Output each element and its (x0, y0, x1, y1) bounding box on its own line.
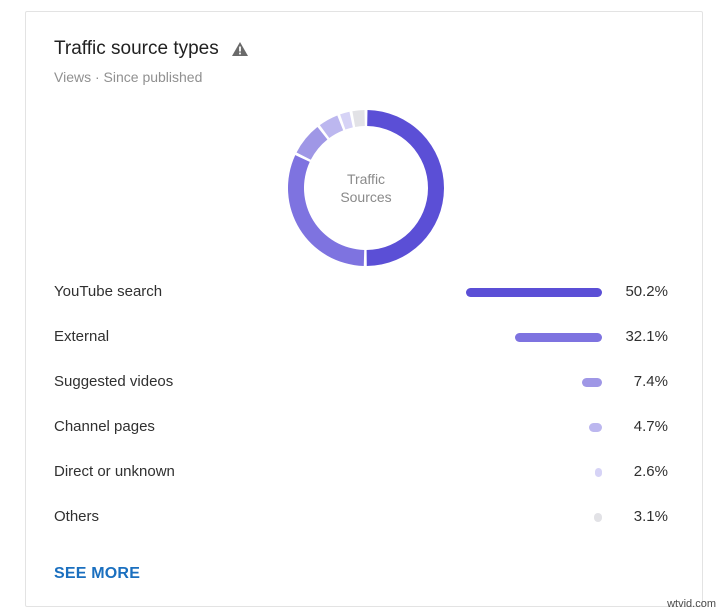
traffic-source-bar (515, 333, 602, 342)
traffic-source-bar (581, 378, 602, 387)
traffic-source-row[interactable]: YouTube search 50.2% (54, 278, 674, 323)
traffic-source-value: 2.6% (633, 463, 668, 480)
traffic-donut-chart: Traffic Sources (288, 110, 444, 266)
traffic-source-label: Others (54, 508, 100, 525)
traffic-source-row[interactable]: External 32.1% (54, 323, 674, 368)
donut-center-label: Traffic Sources (288, 170, 444, 206)
traffic-source-label: External (54, 328, 110, 345)
donut-svg (288, 110, 444, 266)
donut-slice[interactable] (319, 115, 344, 139)
traffic-source-row[interactable]: Others 3.1% (54, 503, 674, 548)
traffic-source-value: 50.2% (625, 283, 668, 300)
see-more-button[interactable]: SEE MORE (54, 565, 141, 582)
traffic-source-label: YouTube search (54, 283, 163, 300)
card-title: Traffic source types (54, 38, 219, 59)
traffic-source-bar (593, 513, 602, 522)
traffic-source-label: Channel pages (54, 418, 155, 435)
traffic-source-bar (589, 423, 602, 432)
traffic-source-label: Direct or unknown (54, 463, 175, 480)
traffic-source-value: 32.1% (625, 328, 668, 345)
traffic-source-value: 7.4% (633, 373, 668, 390)
watermark: wtvid.com (667, 598, 716, 610)
donut-slice[interactable] (366, 110, 444, 266)
donut-slice[interactable] (340, 111, 353, 130)
donut-center-line2: Sources (340, 189, 392, 205)
traffic-source-row[interactable]: Suggested videos 7.4% (54, 368, 674, 413)
donut-center-line1: Traffic (346, 171, 386, 187)
warning-triangle-icon[interactable] (231, 41, 249, 57)
traffic-source-value: 3.1% (633, 508, 668, 525)
traffic-source-value: 4.7% (633, 418, 668, 435)
donut-slice[interactable] (288, 155, 365, 266)
card-header: Traffic source types (54, 38, 249, 60)
traffic-source-bar (466, 288, 602, 297)
traffic-source-label: Suggested videos (54, 373, 174, 390)
traffic-source-card: Traffic source types Views · Since publi… (25, 11, 703, 607)
traffic-source-row[interactable]: Direct or unknown 2.6% (54, 458, 674, 503)
traffic-source-bar (594, 468, 602, 477)
traffic-source-row[interactable]: Channel pages 4.7% (54, 413, 674, 458)
traffic-source-list: YouTube search 50.2% External 32.1% Suggeste… (54, 278, 674, 548)
donut-slice[interactable] (296, 126, 328, 160)
donut-slice[interactable] (352, 110, 365, 127)
card-subtitle: Views · Since published (54, 69, 203, 85)
